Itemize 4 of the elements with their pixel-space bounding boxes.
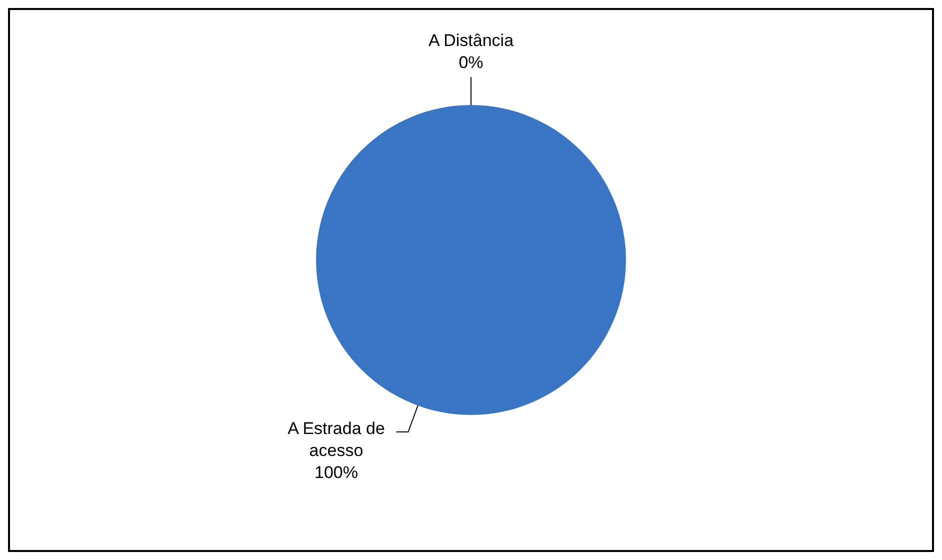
- text: 0%: [458, 53, 484, 72]
- data-label: 100%: [314, 463, 358, 482]
- slice-label: A Estrada de acesso: [288, 419, 385, 460]
- category-label: A Distância: [428, 31, 514, 50]
